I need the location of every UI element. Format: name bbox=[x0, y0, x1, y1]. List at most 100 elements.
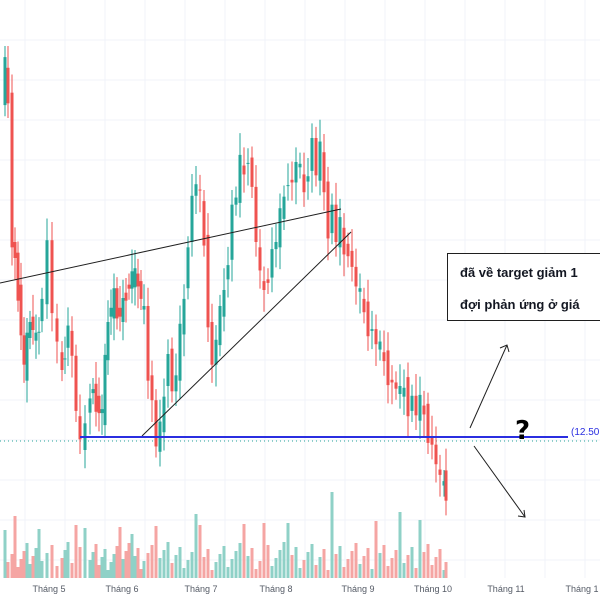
candle-body bbox=[127, 284, 131, 289]
candle-body bbox=[182, 298, 186, 335]
candle-body bbox=[34, 332, 38, 341]
candle-body bbox=[250, 157, 254, 187]
question-mark-annotation: ? bbox=[515, 416, 531, 446]
volume-bar bbox=[162, 550, 166, 578]
candle-body bbox=[444, 470, 448, 501]
volume-bar bbox=[78, 547, 82, 578]
candle-body bbox=[146, 306, 150, 381]
volume-bar bbox=[378, 553, 382, 578]
upper-trendline bbox=[0, 208, 342, 284]
volume-bar bbox=[290, 555, 294, 578]
candle-body bbox=[136, 273, 140, 287]
volume-bar bbox=[354, 543, 358, 578]
candle-body bbox=[50, 240, 54, 314]
candle-body bbox=[190, 195, 194, 242]
drawings[interactable] bbox=[0, 208, 568, 518]
volume-bar bbox=[322, 549, 326, 578]
candle-body bbox=[266, 279, 270, 283]
volume-bar bbox=[358, 564, 362, 578]
volume-bar bbox=[434, 557, 438, 578]
candle-body bbox=[16, 252, 20, 301]
volume-bar bbox=[55, 566, 59, 578]
volume-bar bbox=[410, 547, 414, 578]
volume-bar bbox=[282, 542, 286, 578]
volume-bar bbox=[230, 559, 234, 578]
up-arrow-line bbox=[469, 344, 508, 429]
x-tick-label: Tháng 11 bbox=[487, 584, 524, 594]
volume-bar bbox=[94, 544, 98, 578]
annotation-box[interactable]: đã về target giảm 1 đợi phản ứng ở giá bbox=[447, 253, 600, 321]
candle-body bbox=[194, 184, 198, 196]
x-tick-label: Tháng 7 bbox=[184, 584, 217, 594]
volume-bar bbox=[25, 543, 29, 578]
volume-bar bbox=[130, 534, 134, 578]
candle-body bbox=[170, 348, 174, 392]
x-tick-label: Tháng 1 bbox=[565, 584, 598, 594]
volume-bar bbox=[270, 566, 274, 578]
x-tick-label: Tháng 9 bbox=[341, 584, 374, 594]
volume-bar bbox=[166, 542, 170, 578]
candle-body bbox=[103, 354, 107, 426]
candle-body bbox=[362, 298, 366, 313]
volume-bar bbox=[6, 562, 10, 578]
volume-bar bbox=[31, 556, 35, 578]
candle-body bbox=[254, 186, 258, 242]
candle-body bbox=[422, 405, 426, 415]
volume-bar bbox=[146, 553, 150, 578]
candle-body bbox=[346, 243, 350, 257]
volume-bar bbox=[386, 566, 390, 578]
volume-bar bbox=[106, 570, 110, 578]
volume-bar bbox=[158, 558, 162, 578]
volume-bar bbox=[214, 562, 218, 578]
volume-bar bbox=[112, 554, 116, 578]
volume-bar bbox=[19, 559, 23, 578]
volume-bar bbox=[366, 548, 370, 578]
candle-body bbox=[302, 174, 306, 193]
candle-body bbox=[310, 138, 314, 171]
candle-body bbox=[28, 322, 32, 338]
volume-bar bbox=[442, 570, 446, 578]
volume-bar bbox=[234, 551, 238, 578]
candle-body bbox=[178, 323, 182, 381]
volume-bar bbox=[178, 547, 182, 578]
candle-body bbox=[40, 298, 44, 322]
candle-body bbox=[37, 331, 41, 333]
volume-bar bbox=[426, 544, 430, 578]
candle-body bbox=[338, 217, 342, 248]
volume-bar bbox=[362, 556, 366, 578]
candle-body bbox=[25, 332, 29, 381]
volume-bar bbox=[142, 561, 146, 578]
volume-bar bbox=[338, 546, 342, 578]
candle-body bbox=[100, 409, 104, 414]
volume-bars bbox=[3, 492, 448, 578]
candle-body bbox=[210, 322, 214, 365]
candle-body bbox=[124, 292, 128, 301]
volume-bar bbox=[133, 556, 137, 578]
lower-trendline bbox=[141, 231, 352, 437]
volume-bar bbox=[306, 552, 310, 578]
candle-body bbox=[402, 387, 406, 397]
candle-body bbox=[414, 395, 418, 416]
support-price-label: (12.50 bbox=[571, 427, 600, 438]
volume-bar bbox=[182, 568, 186, 578]
candle-body bbox=[88, 398, 92, 413]
volume-bar bbox=[438, 549, 442, 578]
volume-bar bbox=[22, 551, 26, 578]
candle-body bbox=[91, 389, 95, 394]
candle-body bbox=[94, 383, 98, 412]
candle-body bbox=[298, 163, 302, 168]
volume-bar bbox=[109, 562, 113, 578]
candle-body bbox=[322, 152, 326, 193]
candle-body bbox=[318, 141, 322, 181]
candle-body bbox=[226, 265, 230, 280]
candle-body bbox=[112, 288, 116, 319]
candle-body bbox=[330, 204, 334, 234]
candle-body bbox=[314, 138, 318, 176]
candle-body bbox=[78, 416, 82, 440]
volume-bar bbox=[45, 553, 49, 578]
volume-bar bbox=[206, 549, 210, 578]
volume-bar bbox=[115, 546, 119, 578]
up-arrow-head bbox=[499, 344, 510, 353]
volume-bar bbox=[28, 564, 32, 578]
x-axis: Tháng 5 Tháng 6 Tháng 7 Tháng 8 Tháng 9 Tháng… bbox=[32, 584, 598, 594]
